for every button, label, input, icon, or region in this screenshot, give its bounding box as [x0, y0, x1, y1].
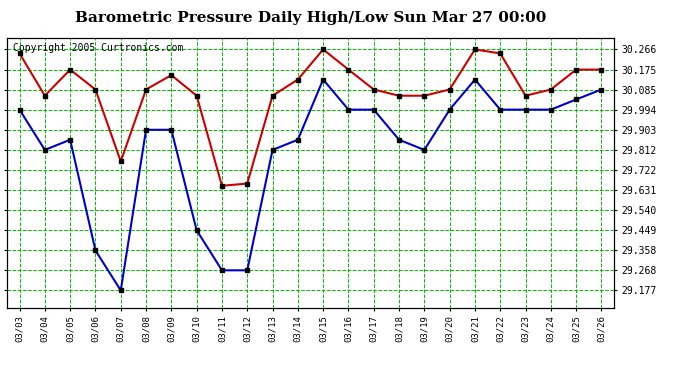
Text: Copyright 2005 Curtronics.com: Copyright 2005 Curtronics.com — [13, 43, 184, 53]
Text: Barometric Pressure Daily High/Low Sun Mar 27 00:00: Barometric Pressure Daily High/Low Sun M… — [75, 11, 546, 25]
